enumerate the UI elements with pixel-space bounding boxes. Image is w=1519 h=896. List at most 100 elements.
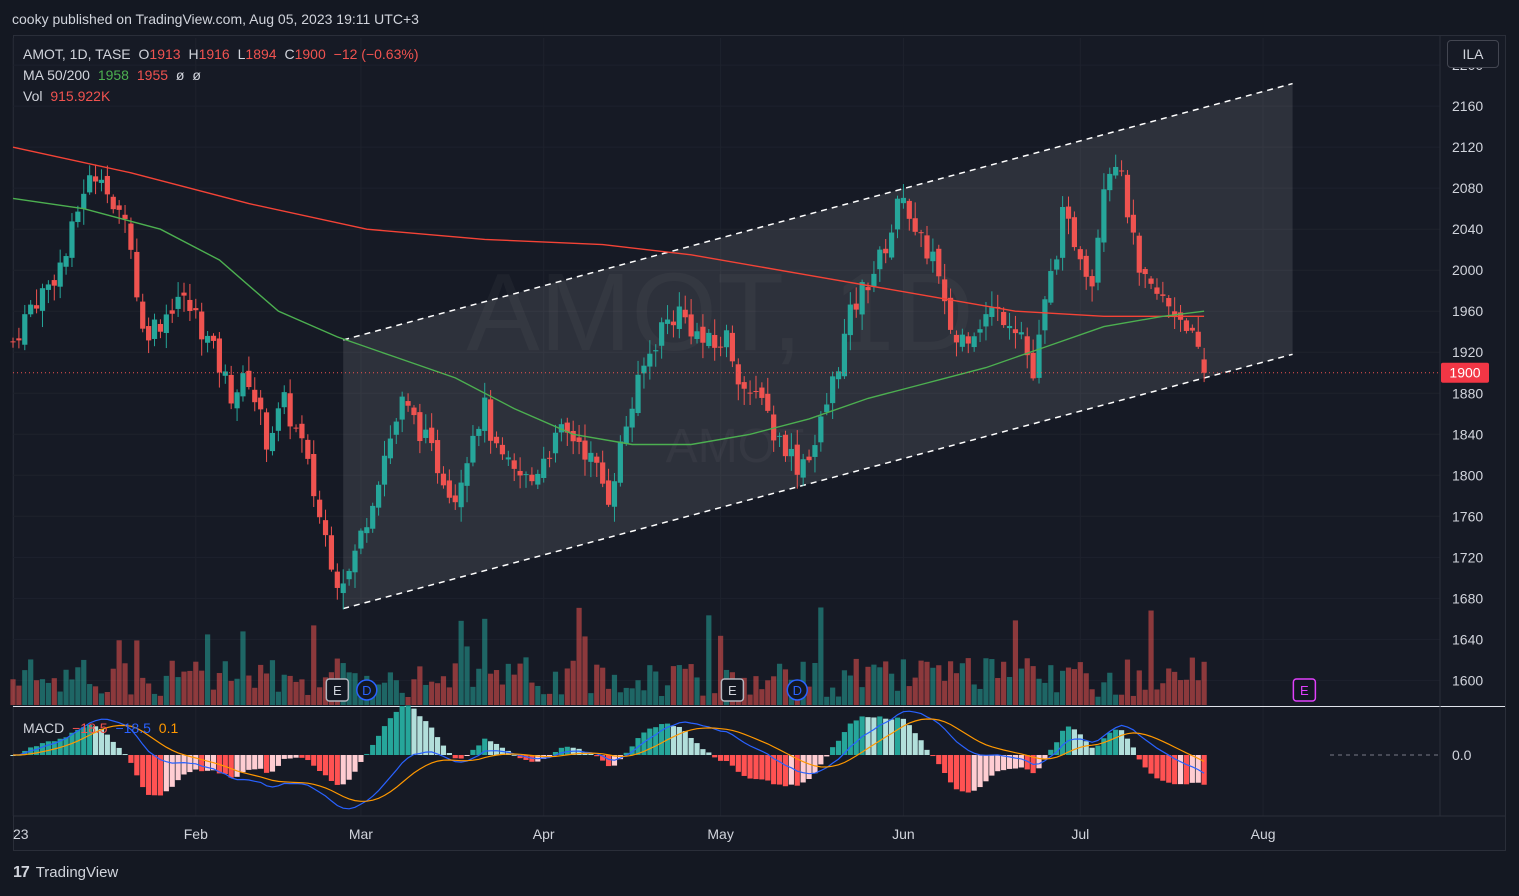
candle-body — [765, 393, 771, 411]
candle — [953, 330, 960, 357]
candle-body — [140, 301, 146, 329]
candle-body — [1089, 276, 1095, 287]
candle-body — [1160, 294, 1166, 296]
candle-body — [210, 335, 217, 341]
candle-body — [493, 436, 500, 444]
macd-histogram-bar — [659, 724, 665, 755]
volume-bar — [883, 661, 889, 705]
candle-body — [841, 333, 848, 377]
candle-body — [505, 457, 511, 460]
volume-bar — [240, 631, 246, 705]
macd-histogram-bar — [104, 734, 110, 755]
volume-bar — [983, 658, 989, 705]
earnings-marker[interactable]: E — [325, 678, 350, 702]
macd-histogram-bar — [399, 706, 405, 755]
volume-bar — [541, 694, 547, 705]
candle — [765, 377, 771, 414]
volume-bar — [452, 663, 458, 705]
candle-body — [328, 535, 335, 570]
macd-histogram-bar — [1201, 755, 1207, 785]
candle — [853, 287, 859, 318]
candle — [228, 365, 234, 410]
price-tick-label: 2120 — [1452, 139, 1483, 155]
candle-body — [706, 332, 712, 347]
volume-bar — [517, 663, 523, 705]
candle-body — [317, 499, 323, 518]
candle-body — [499, 444, 506, 455]
candle — [1142, 266, 1148, 289]
candle-body — [812, 445, 818, 457]
candle-body — [1054, 259, 1060, 270]
candle — [81, 179, 87, 225]
candle-body — [305, 439, 311, 459]
candle-body — [1148, 278, 1154, 284]
candle-body — [942, 279, 948, 302]
macd-histogram-bar — [688, 737, 694, 755]
currency-button[interactable]: ILA — [1447, 40, 1499, 68]
candle — [387, 425, 393, 465]
candle-body — [464, 463, 470, 486]
macd-histogram-bar — [1189, 755, 1195, 783]
dividend-marker[interactable]: D — [786, 679, 809, 701]
candle-body — [222, 371, 228, 376]
candle-body — [169, 310, 175, 314]
macd-histogram-bar — [122, 754, 128, 756]
macd-histogram-bar — [776, 755, 783, 785]
price-tick-label: 1840 — [1452, 426, 1483, 442]
candle-body — [977, 329, 983, 333]
macd-histogram-bar — [352, 755, 358, 772]
volume-bar — [1101, 682, 1107, 705]
macd-histogram-bar — [1071, 729, 1078, 755]
macd-histogram-bar — [204, 755, 211, 771]
candle — [930, 238, 936, 273]
candle — [116, 200, 122, 224]
macd-histogram-bar — [364, 753, 370, 755]
candle-body — [234, 392, 240, 409]
earnings-marker[interactable]: E — [720, 678, 745, 702]
volume-bar — [399, 692, 405, 705]
volume-bar — [1154, 689, 1160, 705]
candle — [694, 322, 700, 344]
candle — [623, 415, 629, 446]
macd-histogram-bar — [670, 726, 677, 755]
candle-body — [387, 438, 393, 459]
volume-bar — [611, 674, 618, 705]
macd-histogram-bar — [936, 755, 942, 765]
candle — [682, 295, 688, 324]
candle-body — [293, 427, 299, 429]
candle — [405, 393, 411, 412]
volume-bar — [865, 666, 871, 705]
volume-bar — [1089, 689, 1095, 705]
earnings-marker[interactable]: E — [1292, 678, 1317, 702]
price-tick-label: 2160 — [1452, 98, 1483, 114]
volume-bar — [1042, 682, 1048, 705]
macd-histogram-bar — [1107, 732, 1113, 755]
candle — [263, 408, 270, 463]
candle-body — [682, 309, 688, 318]
volume-bar — [918, 660, 924, 705]
macd-histogram-bar — [889, 719, 895, 755]
candle — [275, 402, 281, 442]
candle — [700, 314, 706, 359]
candle — [110, 194, 116, 214]
macd-histogram-bar — [358, 755, 364, 762]
candle-body — [116, 205, 122, 210]
candle — [1107, 167, 1113, 202]
candle — [723, 324, 730, 358]
publisher-header: cooky published on TradingView.com, Aug … — [12, 11, 419, 27]
candle-body — [930, 251, 936, 262]
macd-histogram-bar — [1077, 734, 1083, 755]
candle-body — [181, 292, 187, 296]
macd-histogram-bar — [735, 755, 741, 772]
candle-body — [552, 432, 559, 454]
candle — [175, 282, 181, 317]
dividend-marker[interactable]: D — [356, 679, 378, 701]
volume-bar — [488, 673, 494, 705]
candle-body — [1166, 298, 1172, 307]
candle-body — [63, 256, 69, 267]
candle-body — [818, 416, 824, 443]
candle — [1113, 154, 1119, 179]
macd-histogram-bar — [75, 729, 81, 755]
macd-histogram-bar — [965, 755, 971, 793]
